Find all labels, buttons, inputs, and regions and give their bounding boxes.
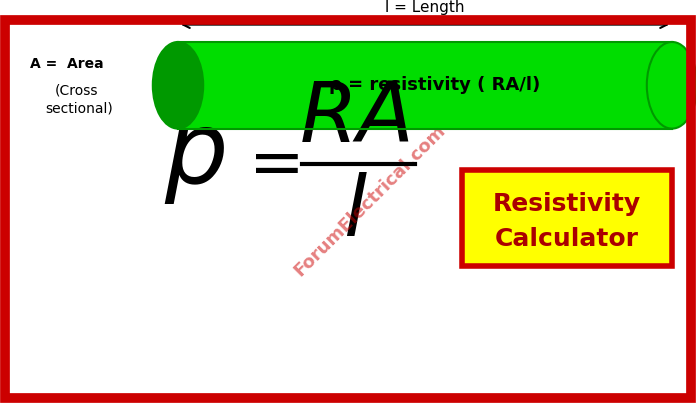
Text: $=$: $=$ [236, 131, 300, 197]
Bar [178, 42, 672, 129]
Text: Resistivity: Resistivity [493, 192, 641, 216]
Ellipse shape [647, 42, 696, 129]
Text: ρ = resistivity ( RA/l): ρ = resistivity ( RA/l) [329, 76, 541, 94]
Text: (Cross: (Cross [55, 83, 99, 97]
FancyBboxPatch shape [462, 170, 672, 266]
Text: $\mathit{p}$: $\mathit{p}$ [164, 109, 226, 206]
Text: A =  Area: A = Area [30, 57, 104, 71]
Text: l = Length: l = Length [386, 0, 465, 15]
Text: Calculator: Calculator [495, 227, 639, 251]
Text: ForumElectrical.com: ForumElectrical.com [291, 122, 450, 280]
Ellipse shape [153, 42, 203, 129]
Text: sectional): sectional) [45, 102, 113, 115]
Text: $\mathit{l}$: $\mathit{l}$ [342, 172, 367, 253]
Text: $\mathit{RA}$: $\mathit{RA}$ [299, 79, 411, 160]
